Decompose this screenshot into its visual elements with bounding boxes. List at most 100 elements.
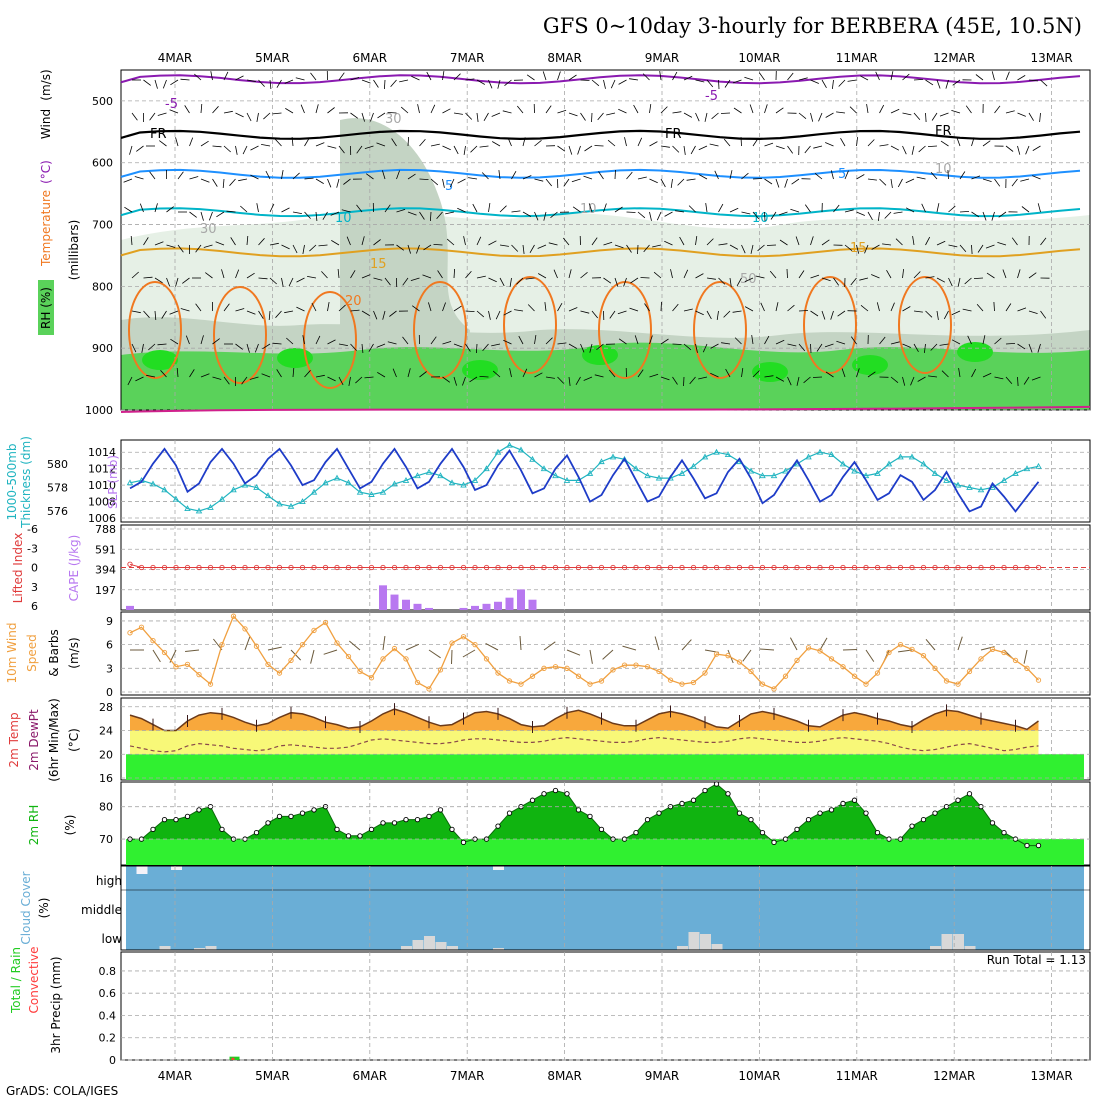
wind-barb xyxy=(495,310,501,320)
rh2m-point xyxy=(288,813,294,820)
wind-barb xyxy=(1005,145,1014,152)
bottom-date-label: 10MAR xyxy=(738,1069,780,1083)
wind-barb xyxy=(775,339,785,345)
wind-barb xyxy=(749,104,754,114)
wind-speed-point xyxy=(552,664,559,670)
rh2m-point xyxy=(874,829,881,836)
wind-barb xyxy=(285,108,294,114)
wind-barb xyxy=(982,211,987,221)
thickness-point xyxy=(713,448,720,455)
wind-barb xyxy=(626,211,636,213)
wind-barb xyxy=(779,239,788,246)
thickness-point xyxy=(586,469,594,476)
wind-barb xyxy=(837,310,846,317)
lifted-point xyxy=(771,564,777,571)
wind-speed-point xyxy=(736,659,743,665)
wind-barb xyxy=(660,178,666,188)
wind-barb xyxy=(203,244,213,248)
wind-barb xyxy=(912,236,915,246)
thickness-point xyxy=(460,481,467,488)
wind-barb xyxy=(844,244,853,252)
wind-barb xyxy=(764,178,773,185)
thickness-point xyxy=(678,469,686,476)
rh2m-point xyxy=(345,833,352,839)
thickness-point xyxy=(1035,462,1042,469)
wind-barb xyxy=(499,244,509,247)
wind-barb xyxy=(545,178,553,187)
rh2m-unit-label: (%) xyxy=(63,815,77,836)
wind-barb xyxy=(160,370,167,378)
wind-barb xyxy=(584,145,593,152)
wind-barb xyxy=(256,112,259,122)
wind-barb xyxy=(607,139,616,147)
wind-barb xyxy=(281,207,290,213)
wind-barb xyxy=(315,335,321,345)
rh2m-point xyxy=(1035,842,1042,849)
rh2m-point xyxy=(759,829,766,836)
wind-barb xyxy=(711,112,719,120)
wind-barb xyxy=(1032,175,1041,180)
wind-barb xyxy=(384,204,391,213)
wind-barb xyxy=(998,211,1007,218)
wind-barb xyxy=(683,343,692,351)
wind-barb xyxy=(177,171,184,180)
wind-barb xyxy=(758,72,765,81)
wind-barb xyxy=(422,274,432,279)
wind-barb xyxy=(534,178,544,182)
wind-barb xyxy=(718,79,720,90)
thickness-point xyxy=(184,505,191,512)
thickness-point xyxy=(368,491,375,497)
top-date-label: 6MAR xyxy=(353,51,388,65)
rh2m-point xyxy=(817,810,823,816)
wind-barb xyxy=(798,112,807,120)
precip-total-label: Total / Rain xyxy=(9,947,23,1014)
wind-barb xyxy=(376,343,386,348)
wind-barb xyxy=(292,244,298,254)
wind-barb xyxy=(930,171,938,180)
wind-barb xyxy=(672,71,678,81)
rh2m-point xyxy=(702,787,708,794)
wind-barb xyxy=(825,371,834,378)
thickness-point xyxy=(805,453,812,460)
rh2m-point xyxy=(1001,829,1007,836)
wind-barb xyxy=(603,277,612,284)
wind-barb xyxy=(407,211,417,216)
wind-barb xyxy=(563,178,570,187)
wind-speed-point xyxy=(529,673,536,679)
wind-barb xyxy=(488,310,491,320)
wind-barb xyxy=(925,310,933,318)
lifted-point xyxy=(1024,564,1030,571)
wind-barb xyxy=(321,271,328,279)
surface-wind-barb xyxy=(290,649,302,661)
rh-90-region xyxy=(852,355,888,375)
wind-barb xyxy=(895,238,903,246)
wind-barb xyxy=(695,112,700,122)
wind-barb xyxy=(905,207,915,213)
wind-barb xyxy=(338,72,345,81)
wind-barb xyxy=(596,343,604,351)
wind-speed-point xyxy=(541,665,547,671)
high-cloud-bar xyxy=(136,866,148,874)
wind-barb xyxy=(511,244,519,252)
low-cloud-bar xyxy=(435,942,447,950)
wind-barb xyxy=(276,79,282,88)
lifted-point xyxy=(943,564,950,571)
lifted-point xyxy=(598,564,605,571)
contour-label: 15 xyxy=(850,241,867,256)
wind-barb xyxy=(246,343,250,353)
rh2m-point xyxy=(863,810,869,816)
thickness-tick-label: 580 xyxy=(47,458,68,471)
wind-barb xyxy=(407,173,416,180)
lifted-point xyxy=(897,564,904,571)
surface-wind-barb xyxy=(152,649,161,663)
wind-barb xyxy=(442,376,451,383)
lifted-point xyxy=(265,564,271,571)
rh2m-point xyxy=(426,813,432,820)
rh2m-point xyxy=(541,791,547,797)
thickness-point xyxy=(977,486,985,493)
wind-barb xyxy=(982,140,991,147)
wind-speed-point xyxy=(897,641,904,648)
wind-speed-point xyxy=(989,646,996,653)
surface-wind-barb xyxy=(323,649,338,655)
wind-barb xyxy=(798,310,809,312)
